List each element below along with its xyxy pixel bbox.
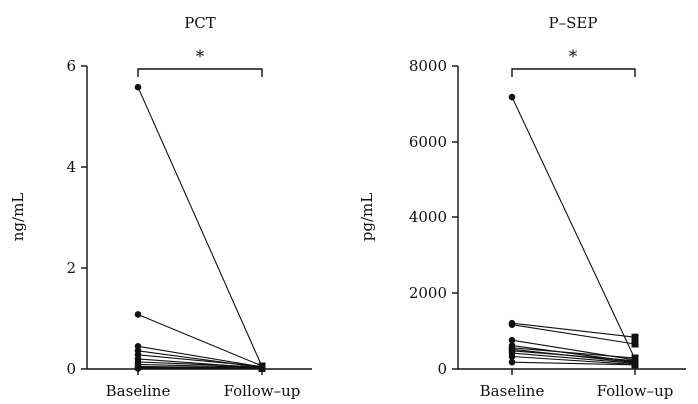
pair-line-2 <box>511 322 636 338</box>
data-marks-pct <box>134 83 266 372</box>
pair-line-8 <box>137 363 263 369</box>
y-tick-label-pct-0: 0 <box>66 360 76 378</box>
panel-psep: P–SEP pg/mL 0 2000 4000 6000 8000 Baseli… <box>358 14 686 400</box>
followup-point-3 <box>631 340 639 348</box>
y-tick-label-pct-4: 4 <box>66 158 76 176</box>
y-tick-label-psep-2000: 2000 <box>409 284 447 302</box>
pair-line-8 <box>511 350 636 362</box>
x-tick-label-pct-followup: Follow–up <box>224 382 301 400</box>
baseline-point-11 <box>134 365 142 372</box>
panel-pct: PCT ng/mL 0 2 4 6 Baseline Follow–up * <box>9 14 312 400</box>
pair-line-3 <box>137 345 263 368</box>
y-tick-label-psep-8000: 8000 <box>409 57 447 75</box>
x-tick-label-psep-baseline: Baseline <box>480 382 545 400</box>
pair-line-5 <box>137 354 263 368</box>
followup-point-11 <box>258 364 266 372</box>
y-tick-label-psep-0: 0 <box>437 360 447 378</box>
followup-point-2 <box>631 333 639 341</box>
significance-bracket-psep <box>511 68 636 77</box>
baseline-point-11 <box>508 358 516 366</box>
baseline-point-3 <box>134 342 142 350</box>
significance-star-pct: * <box>196 47 205 67</box>
chart-title-pct: PCT <box>184 14 216 32</box>
y-axis-label-psep: pg/mL <box>358 193 376 241</box>
pair-line-11 <box>511 361 636 366</box>
baseline-point-1 <box>508 93 516 101</box>
baseline-point-10 <box>508 353 516 360</box>
pair-line-6 <box>511 347 636 359</box>
y-tick-label-pct-2: 2 <box>66 259 76 277</box>
pair-line-7 <box>137 361 263 368</box>
pair-line-9 <box>137 365 263 369</box>
followup-point-11 <box>631 361 639 369</box>
pair-line-1 <box>137 86 263 367</box>
y-axis-label-pct: ng/mL <box>9 193 27 242</box>
significance-star-psep: * <box>569 47 578 67</box>
y-tick-label-psep-4000: 4000 <box>409 208 447 226</box>
pair-line-9 <box>511 352 636 364</box>
chart-title-psep: P–SEP <box>549 14 598 32</box>
pair-line-1 <box>511 96 636 360</box>
pair-line-2 <box>137 313 263 367</box>
baseline-point-1 <box>134 83 142 91</box>
pair-line-10 <box>511 355 636 366</box>
pair-line-3 <box>511 324 636 345</box>
x-tick-label-psep-followup: Follow–up <box>597 382 674 400</box>
y-tick-label-psep-6000: 6000 <box>409 133 447 151</box>
x-tick-label-pct-baseline: Baseline <box>106 382 171 400</box>
baseline-point-3 <box>508 321 516 328</box>
y-tick-label-pct-6: 6 <box>66 57 76 75</box>
baseline-point-4 <box>508 336 516 344</box>
baseline-point-2 <box>134 311 142 318</box>
significance-bracket-pct <box>137 68 263 77</box>
data-marks-psep <box>508 93 639 369</box>
